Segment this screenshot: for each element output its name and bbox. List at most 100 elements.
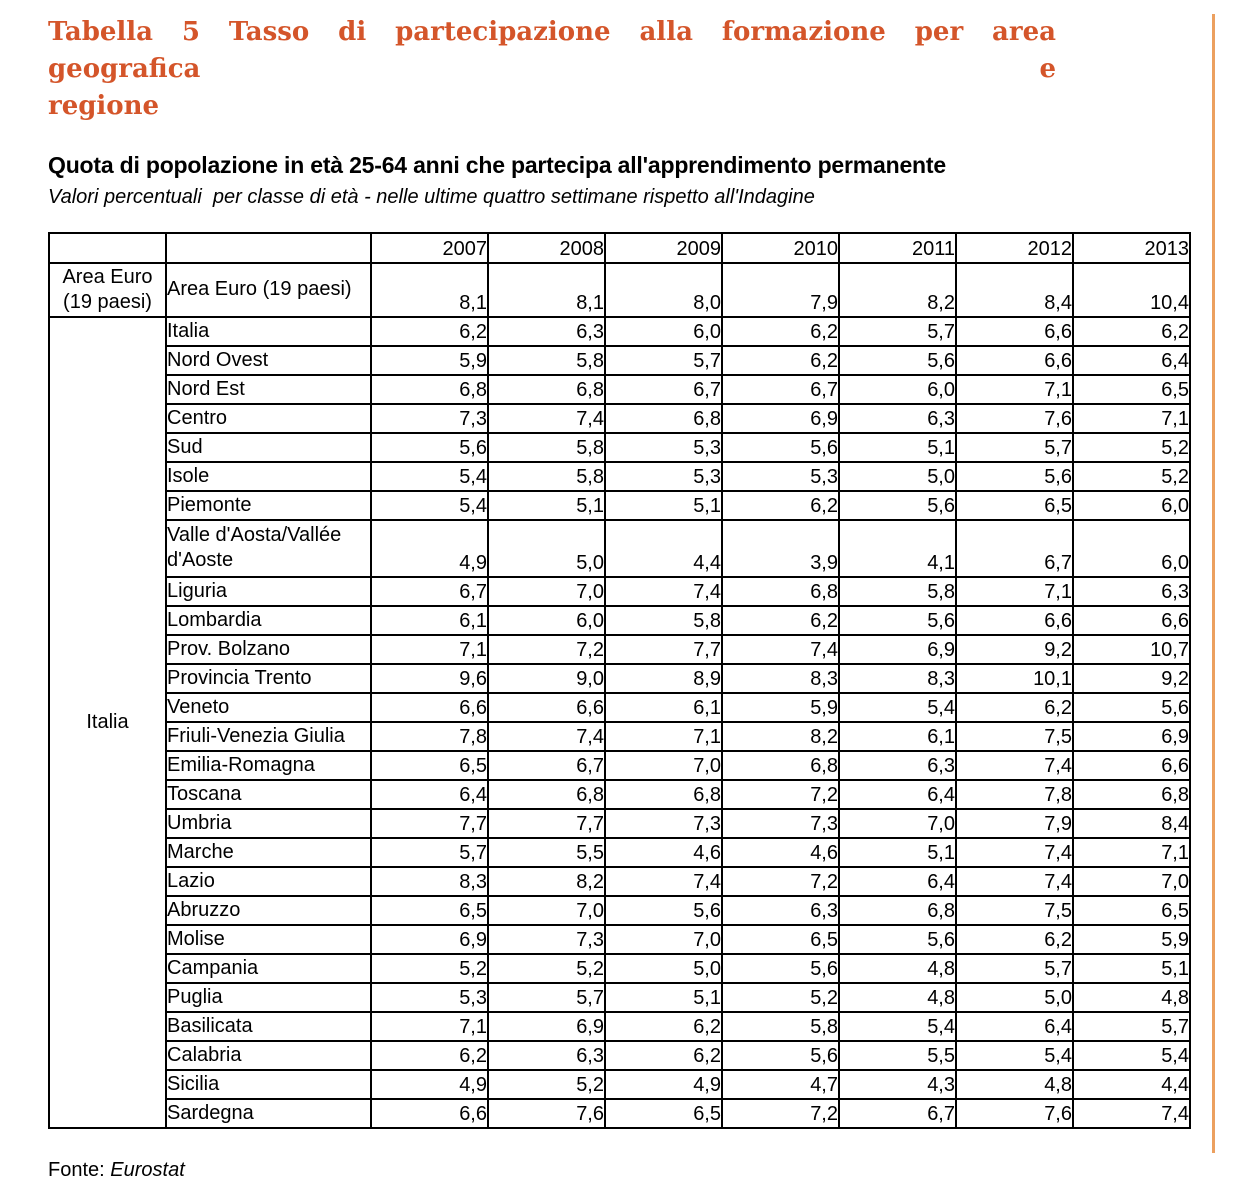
value-cell: 6,8 bbox=[838, 894, 957, 926]
value-cell: 6,1 bbox=[604, 691, 723, 723]
value-cell: 7,6 bbox=[955, 402, 1074, 434]
value-cell: 6,0 bbox=[487, 604, 606, 636]
year-header: 2009 bbox=[604, 231, 723, 264]
value-cell: 7,4 bbox=[1072, 1097, 1191, 1129]
value-cell: 5,6 bbox=[838, 489, 957, 521]
value-cell: 9,2 bbox=[1072, 662, 1191, 694]
region-label-cell: Abruzzo bbox=[165, 894, 372, 926]
value-cell: 7,7 bbox=[370, 807, 489, 839]
value-cell: 5,8 bbox=[721, 1010, 840, 1042]
value-cell: 6,5 bbox=[1072, 894, 1191, 926]
value-cell: 4,8 bbox=[838, 952, 957, 984]
value-cell: 8,2 bbox=[838, 261, 957, 318]
value-cell: 4,8 bbox=[838, 981, 957, 1013]
region-label-cell: Umbria bbox=[165, 807, 372, 839]
value-cell: 6,9 bbox=[487, 1010, 606, 1042]
region-label-cell: Italia bbox=[165, 315, 372, 347]
value-cell: 5,8 bbox=[487, 460, 606, 492]
value-cell: 6,1 bbox=[838, 720, 957, 752]
region-label-cell: Area Euro (19 paesi) bbox=[165, 261, 372, 318]
table-row: Piemonte 5,4 5,1 5,1 6,2 5,6 6,5 6,0 bbox=[49, 489, 1191, 521]
value-cell: 5,2 bbox=[1072, 460, 1191, 492]
value-cell: 7,7 bbox=[487, 807, 606, 839]
value-cell: 4,1 bbox=[838, 518, 957, 578]
table-title-line1: Tabella 5 Tasso di partecipazione alla f… bbox=[48, 17, 1056, 84]
region-label-cell: Prov. Bolzano bbox=[165, 633, 372, 665]
value-cell: 5,1 bbox=[487, 489, 606, 521]
value-cell: 6,6 bbox=[370, 1097, 489, 1129]
year-header: 2011 bbox=[838, 231, 957, 264]
value-cell: 5,4 bbox=[838, 691, 957, 723]
value-cell: 5,2 bbox=[370, 952, 489, 984]
value-cell: 3,9 bbox=[721, 518, 840, 578]
region-label-cell: Basilicata bbox=[165, 1010, 372, 1042]
value-cell: 6,2 bbox=[370, 1039, 489, 1071]
year-header: 2010 bbox=[721, 231, 840, 264]
value-cell: 6,5 bbox=[955, 489, 1074, 521]
value-cell: 8,1 bbox=[370, 261, 489, 318]
value-cell: 8,2 bbox=[721, 720, 840, 752]
value-cell: 6,2 bbox=[955, 923, 1074, 955]
value-cell: 5,1 bbox=[838, 431, 957, 463]
value-cell: 5,1 bbox=[1072, 952, 1191, 984]
value-cell: 8,3 bbox=[370, 865, 489, 897]
value-cell: 6,9 bbox=[721, 402, 840, 434]
value-cell: 5,0 bbox=[838, 460, 957, 492]
value-cell: 7,2 bbox=[487, 633, 606, 665]
value-cell: 5,0 bbox=[604, 952, 723, 984]
value-cell: 6,6 bbox=[955, 315, 1074, 347]
data-table: 2007 2008 2009 2010 2011 2012 2013 Area Euro (1… bbox=[48, 231, 1191, 1129]
value-cell: 5,6 bbox=[838, 923, 957, 955]
value-cell: 6,2 bbox=[955, 691, 1074, 723]
value-cell: 6,9 bbox=[1072, 720, 1191, 752]
value-cell: 8,3 bbox=[721, 662, 840, 694]
table-row: Umbria 7,7 7,7 7,3 7,3 7,0 7,9 8,4 bbox=[49, 807, 1191, 839]
value-cell: 5,6 bbox=[721, 1039, 840, 1071]
value-cell: 7,1 bbox=[604, 720, 723, 752]
region-label-cell: Veneto bbox=[165, 691, 372, 723]
value-cell: 6,4 bbox=[955, 1010, 1074, 1042]
value-cell: 7,4 bbox=[487, 402, 606, 434]
value-cell: 5,6 bbox=[721, 431, 840, 463]
value-cell: 7,1 bbox=[370, 633, 489, 665]
value-cell: 4,9 bbox=[370, 1068, 489, 1100]
year-header-row: 2007 2008 2009 2010 2011 2012 2013 bbox=[48, 231, 1191, 264]
table-title: Tabella 5 Tasso di partecipazione alla f… bbox=[48, 14, 1056, 125]
table-row: Sardegna 6,6 7,6 6,5 7,2 6,7 7,6 7,4 bbox=[49, 1097, 1191, 1129]
table-row: Puglia 5,3 5,7 5,1 5,2 4,8 5,0 4,8 bbox=[49, 981, 1191, 1013]
table-row: Friuli-Venezia Giulia 7,8 7,4 7,1 8,2 6,1 7,5 6… bbox=[49, 720, 1191, 752]
region-label-cell: Lombardia bbox=[165, 604, 372, 636]
value-cell: 7,3 bbox=[721, 807, 840, 839]
value-cell: 7,1 bbox=[1072, 402, 1191, 434]
table-row: Emilia-Romagna 6,5 6,7 7,0 6,8 6,3 7,4 6,6 bbox=[49, 749, 1191, 781]
value-cell: 10,4 bbox=[1072, 261, 1191, 318]
value-cell: 5,4 bbox=[370, 460, 489, 492]
region-label-cell: Sardegna bbox=[165, 1097, 372, 1129]
table-row: Valle d'Aosta/Vallée d'Aoste 4,9 5,0 4,4 3,9… bbox=[49, 518, 1191, 578]
value-cell: 6,2 bbox=[721, 315, 840, 347]
value-cell: 7,8 bbox=[370, 720, 489, 752]
region-label-cell: Sud bbox=[165, 431, 372, 463]
source-value: Eurostat bbox=[110, 1158, 185, 1181]
value-cell: 7,9 bbox=[955, 807, 1074, 839]
source-label: Fonte: bbox=[48, 1158, 105, 1181]
value-cell: 5,7 bbox=[955, 431, 1074, 463]
table-row: Sicilia 4,9 5,2 4,9 4,7 4,3 4,8 4,4 bbox=[49, 1068, 1191, 1100]
value-cell: 4,6 bbox=[721, 836, 840, 868]
value-cell: 6,4 bbox=[1072, 344, 1191, 376]
value-cell: 8,4 bbox=[955, 261, 1074, 318]
value-cell: 6,9 bbox=[370, 923, 489, 955]
value-cell: 6,8 bbox=[370, 373, 489, 405]
value-cell: 5,6 bbox=[838, 344, 957, 376]
value-cell: 5,5 bbox=[487, 836, 606, 868]
region-label-cell: Marche bbox=[165, 836, 372, 868]
group-label-cell: Area Euro (19 paesi) bbox=[48, 261, 167, 318]
value-cell: 7,5 bbox=[955, 720, 1074, 752]
value-cell: 6,3 bbox=[721, 894, 840, 926]
value-cell: 4,9 bbox=[370, 518, 489, 578]
table-subtitle-note: Valori percentuali per classe di età - n… bbox=[48, 185, 815, 208]
value-cell: 4,4 bbox=[1072, 1068, 1191, 1100]
value-cell: 7,7 bbox=[604, 633, 723, 665]
value-cell: 5,1 bbox=[838, 836, 957, 868]
region-label-cell: Nord Ovest bbox=[165, 344, 372, 376]
